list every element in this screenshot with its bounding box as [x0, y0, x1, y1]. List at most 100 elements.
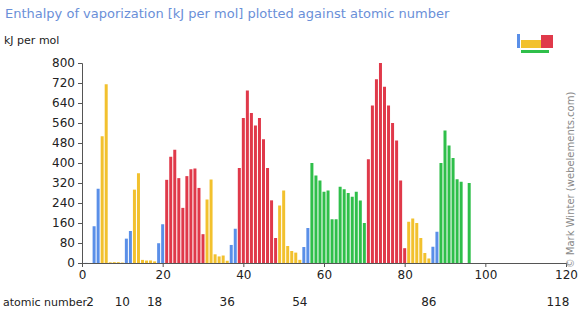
- bar: [202, 234, 205, 263]
- bar: [468, 183, 471, 263]
- bar: [411, 219, 414, 264]
- bar: [318, 181, 321, 264]
- x-axis: 020406080100120: [79, 263, 578, 282]
- bar: [444, 131, 447, 264]
- bar: [391, 123, 394, 263]
- y-tick-mark: [78, 103, 82, 104]
- bar: [423, 253, 426, 263]
- y-tick-label: 240: [52, 196, 75, 210]
- y-tick-label: 640: [52, 96, 75, 110]
- bar: [97, 189, 100, 263]
- y-tick-label: 400: [52, 156, 75, 170]
- y-tick-mark: [78, 83, 82, 84]
- period-end-label: 36: [220, 295, 235, 309]
- x-tick-label: 0: [79, 268, 87, 282]
- bar: [383, 87, 386, 263]
- x-axis-title: atomic number: [3, 296, 88, 309]
- bar: [347, 193, 350, 263]
- bar: [89, 262, 92, 263]
- bar: [427, 258, 430, 263]
- bar: [327, 191, 330, 264]
- bar: [363, 223, 366, 263]
- y-tick: 320: [52, 176, 82, 190]
- bar: [121, 262, 124, 263]
- bar: [161, 224, 164, 263]
- y-tick-label: 0: [67, 256, 75, 270]
- bar: [93, 226, 96, 263]
- period-end-label: 118: [546, 295, 569, 309]
- source: © Mark Winter (webelements.com): [565, 92, 576, 269]
- bar: [274, 238, 277, 263]
- x-tick-mark: [405, 263, 406, 267]
- bar: [335, 219, 338, 263]
- bar: [339, 187, 342, 263]
- bar: [371, 106, 374, 264]
- y-tick: 400: [52, 156, 82, 170]
- x-tick: 80: [398, 263, 413, 282]
- block-icon-part: [521, 40, 541, 48]
- x-tick-mark: [324, 263, 325, 267]
- bar: [129, 231, 132, 263]
- bar: [218, 256, 221, 263]
- bar: [415, 223, 418, 263]
- bar: [169, 157, 172, 263]
- bar: [331, 219, 334, 263]
- bar: [387, 106, 390, 264]
- bar: [282, 191, 285, 264]
- bar: [302, 247, 305, 263]
- y-tick-mark: [78, 243, 82, 244]
- bar: [85, 262, 88, 263]
- bar: [226, 261, 229, 263]
- bar: [210, 180, 213, 264]
- y-tick: 80: [60, 236, 82, 250]
- chart: Enthalpy of vaporization [kJ per mol] pl…: [0, 0, 580, 315]
- bar: [270, 200, 273, 263]
- bar: [407, 222, 410, 263]
- y-tick: 480: [52, 136, 82, 150]
- bar: [137, 173, 140, 263]
- bar: [314, 176, 317, 264]
- bar: [290, 251, 293, 263]
- y-tick-label: 160: [52, 216, 75, 230]
- bar: [266, 168, 269, 263]
- y-tick-mark: [78, 63, 82, 64]
- bar: [375, 79, 378, 263]
- y-tick: 720: [52, 76, 82, 90]
- y-tick-label: 720: [52, 76, 75, 90]
- x-tick: 100: [474, 263, 497, 282]
- bar: [189, 169, 192, 263]
- bar: [141, 260, 144, 263]
- bar: [262, 139, 265, 263]
- y-axis: 080160240320400480560640720800: [52, 56, 82, 270]
- bars: [85, 63, 471, 263]
- bar: [403, 248, 406, 263]
- block-icon-part: [541, 35, 553, 48]
- x-tick-label: 60: [317, 268, 332, 282]
- x-tick-mark: [163, 263, 164, 267]
- bar: [133, 190, 136, 263]
- x-tick-label: 40: [236, 268, 251, 282]
- bar: [157, 243, 160, 263]
- bar: [197, 188, 200, 263]
- bar: [113, 262, 116, 263]
- bar: [193, 169, 196, 264]
- period-end-label: 86: [421, 295, 436, 309]
- bar: [460, 182, 463, 263]
- x-tick-label: 20: [156, 268, 171, 282]
- title: Enthalpy of vaporization [kJ per mol] pl…: [5, 6, 450, 21]
- bar: [395, 141, 398, 264]
- bar: [238, 168, 241, 263]
- y-tick: 240: [52, 196, 82, 210]
- bar: [286, 246, 289, 263]
- bar: [242, 118, 245, 263]
- bar: [323, 192, 326, 263]
- period-end-label: 2: [86, 295, 94, 309]
- y-tick-mark: [78, 123, 82, 124]
- y-tick-label: 80: [60, 236, 75, 250]
- bar: [448, 146, 451, 264]
- y-tick-mark: [78, 223, 82, 224]
- bar: [214, 254, 217, 263]
- bar: [439, 163, 442, 263]
- bar: [379, 63, 382, 263]
- period-end-label: 18: [147, 295, 162, 309]
